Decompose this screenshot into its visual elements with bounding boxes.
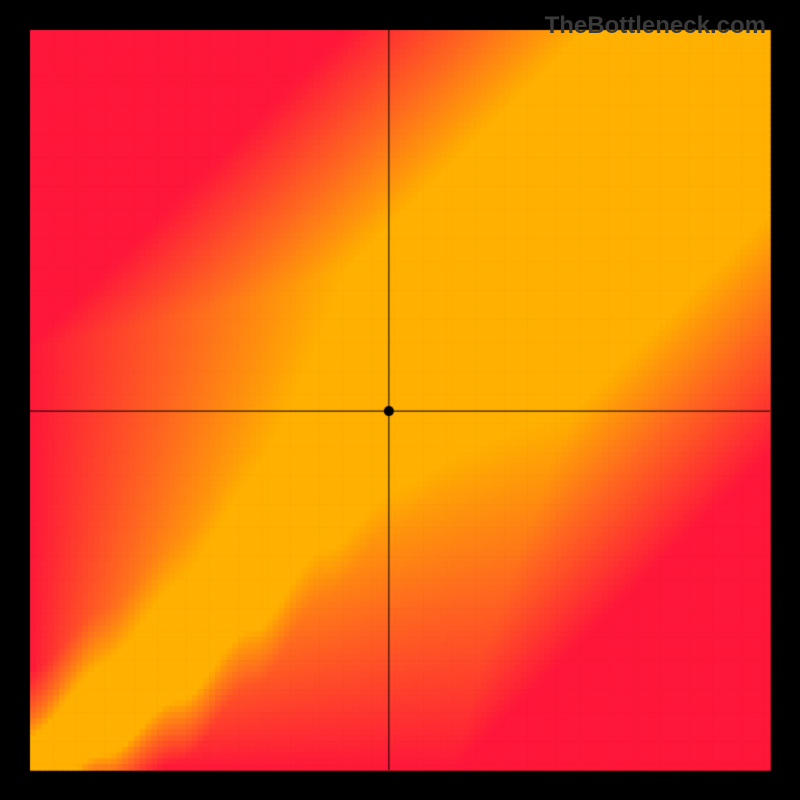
watermark-text: TheBottleneck.com [545,12,766,40]
chart-container: TheBottleneck.com [0,0,800,800]
bottleneck-heatmap [0,0,800,800]
